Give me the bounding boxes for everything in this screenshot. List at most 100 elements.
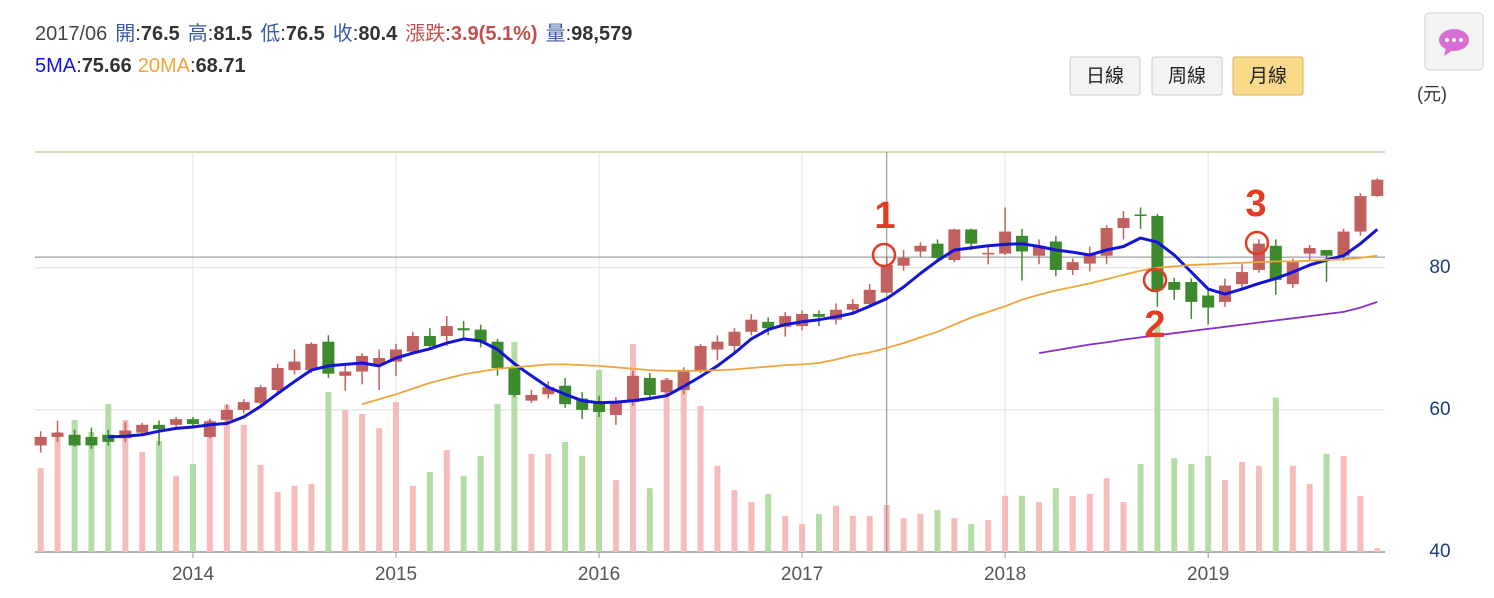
volume-bar xyxy=(308,483,315,552)
volume-bar xyxy=(37,468,44,552)
chat-dot xyxy=(1452,38,1456,42)
candle-body xyxy=(34,436,47,446)
volume-bar xyxy=(1205,455,1212,552)
candle-body xyxy=(136,424,149,433)
volume-bar xyxy=(173,475,180,552)
candle-body xyxy=(406,336,419,352)
volume-bar xyxy=(1120,502,1127,552)
volume-bar xyxy=(1255,465,1262,552)
separator: : xyxy=(208,23,214,45)
period-button-label[interactable]: 周線 xyxy=(1168,65,1206,87)
candle-body xyxy=(85,436,98,446)
x-tick-label: 2014 xyxy=(172,564,215,585)
candle-body xyxy=(305,343,318,371)
volume-bar xyxy=(1103,478,1110,552)
field-value: 76.5 xyxy=(141,23,180,45)
separator: : xyxy=(280,23,286,45)
volume-bar xyxy=(342,410,349,552)
candle-body xyxy=(1236,272,1249,285)
volume-bar xyxy=(88,432,95,552)
volume-bar xyxy=(799,523,806,552)
candle-body xyxy=(1337,231,1350,256)
field-label: 量 xyxy=(546,23,566,45)
separator: : xyxy=(135,23,141,45)
candle-body xyxy=(982,252,995,255)
candle-body xyxy=(593,402,606,413)
separator: : xyxy=(76,55,82,77)
volume-bar xyxy=(223,404,230,552)
annotation-circle xyxy=(1244,230,1270,256)
candle-body xyxy=(1185,282,1198,302)
period-button-bg[interactable] xyxy=(1232,56,1304,96)
volume-bar xyxy=(866,515,873,552)
field-label: 漲跌 xyxy=(405,22,445,45)
volume-bar xyxy=(951,518,958,552)
volume-bar xyxy=(1357,495,1364,552)
volume-bar xyxy=(1018,495,1025,552)
volume-bar xyxy=(562,442,569,552)
separator: : xyxy=(190,55,196,77)
volume-bar xyxy=(579,455,586,552)
candle-body xyxy=(322,341,335,374)
period-button[interactable]: 周線 xyxy=(1151,56,1223,96)
volume-bar xyxy=(393,402,400,552)
volume-bar xyxy=(376,428,383,552)
field-label: 高 xyxy=(188,22,208,45)
candle-body xyxy=(254,387,267,403)
volume-bar xyxy=(731,490,738,552)
candle-body xyxy=(170,419,183,425)
period-button-bg[interactable] xyxy=(1151,56,1223,96)
separator: : xyxy=(566,23,572,45)
period-button-label[interactable]: 月線 xyxy=(1249,65,1287,87)
ma-line xyxy=(1038,301,1378,354)
candle-body xyxy=(728,331,741,346)
volume-bar xyxy=(460,475,467,552)
candle-body xyxy=(711,341,724,350)
period-button[interactable]: 日線 xyxy=(1069,56,1141,96)
volume-bar xyxy=(1289,465,1296,552)
annotation-label: 1 xyxy=(874,195,895,237)
volume-bar xyxy=(1374,548,1381,552)
candle-body xyxy=(863,289,876,305)
candle-body xyxy=(339,371,352,376)
candle-body xyxy=(880,264,893,293)
volume-bar xyxy=(968,523,975,552)
candle-body xyxy=(948,229,961,260)
candle-body xyxy=(1269,245,1282,280)
volume-bar xyxy=(1154,324,1161,552)
volume-bar xyxy=(1069,495,1076,552)
candle-body xyxy=(542,387,555,395)
period-button-label[interactable]: 日線 xyxy=(1086,65,1124,87)
period-button[interactable]: 月線 xyxy=(1232,56,1304,96)
candle-body xyxy=(1371,179,1384,197)
volume-bar xyxy=(985,520,992,552)
volume-bar xyxy=(1323,453,1330,552)
candle-body xyxy=(1151,215,1164,290)
volume-bar xyxy=(596,370,603,552)
y-tick-label: 40 xyxy=(1429,541,1450,562)
chat-button[interactable] xyxy=(1424,12,1484,71)
annotation-label: 3 xyxy=(1245,183,1266,225)
candle-body xyxy=(51,432,64,437)
candle-body xyxy=(288,361,301,371)
volume-bar xyxy=(1036,502,1043,552)
separator: : xyxy=(445,23,451,45)
volume-bar xyxy=(917,513,924,552)
volume-bar xyxy=(240,424,247,552)
volume-bar xyxy=(1052,488,1059,552)
x-tick-label: 2016 xyxy=(578,564,620,585)
volume-bar xyxy=(409,485,416,552)
candle-body xyxy=(186,419,199,425)
period-button-bg[interactable] xyxy=(1069,56,1141,96)
ma-line xyxy=(108,228,1379,439)
volume-bar xyxy=(257,464,264,552)
candle-body xyxy=(237,402,250,410)
candle-body xyxy=(119,430,132,439)
volume-bar xyxy=(714,465,721,552)
volume-bar xyxy=(815,513,822,552)
x-tick-label: 2018 xyxy=(984,564,1026,585)
candle-body xyxy=(1049,241,1062,270)
candle-body xyxy=(423,336,436,346)
volume-bar xyxy=(511,342,518,552)
